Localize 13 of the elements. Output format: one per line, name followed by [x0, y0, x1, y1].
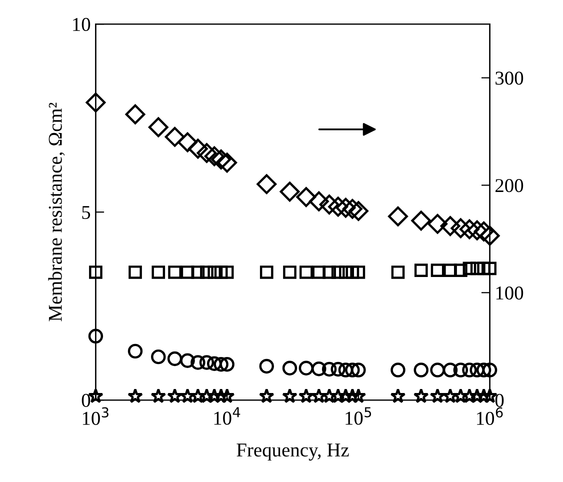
x-tick-label: 10$^{3}$ — [82, 407, 108, 425]
x-tick-label: 10$^{4}$ — [214, 407, 240, 425]
y2-tick-label: 300 — [496, 72, 524, 85]
y-tick-label: 0 — [82, 394, 90, 407]
x-axis-title: Frequency, Hz — [236, 444, 349, 461]
y2-tick-label: 100 — [496, 286, 524, 300]
x-tick-label: 10$^{6}$ — [477, 407, 503, 425]
y-tick-label: 10 — [73, 18, 90, 32]
y2-tick-label: 0 — [495, 394, 504, 407]
x-tick-label: 10$^{5}$ — [346, 407, 372, 425]
y-axis-title: Membrane resistance, Ωcm² — [48, 102, 65, 322]
y-tick-label: 5 — [82, 206, 90, 220]
y2-tick-label: 200 — [496, 179, 524, 192]
